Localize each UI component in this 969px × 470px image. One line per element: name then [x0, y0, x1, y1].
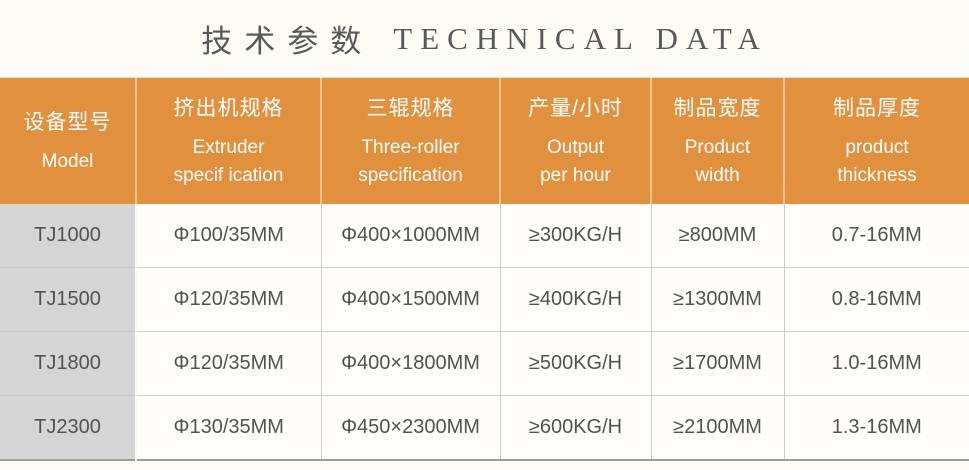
cell-extruder-spec: Φ120/35MM [136, 331, 322, 396]
column-header-model-zh: 设备型号 [23, 111, 112, 134]
cell-model: TJ2300 [0, 395, 137, 460]
table-row: TJ1000 Φ100/35MM Φ400×1000MM ≥300KG/H ≥8… [0, 204, 969, 268]
cell-extruder-spec: Φ120/35MM [136, 267, 322, 332]
column-header-extruder-spec-zh: 挤出机规格 [173, 97, 284, 120]
cell-product-width: ≥2100MM [651, 395, 785, 460]
cell-product-thickness: 0.8-16MM [784, 267, 969, 332]
header-row: 设备型号 Model 挤出机规格 Extruder specif ication… [0, 77, 969, 204]
column-header-output-en-line1: Output [546, 137, 605, 158]
cell-output: ≥500KG/H [500, 331, 652, 396]
cell-model: TJ1800 [0, 331, 137, 396]
column-header-output-zh: 产量/小时 [528, 97, 623, 120]
cell-three-roller-spec: Φ400×1800MM [321, 331, 501, 396]
cell-model: TJ1500 [0, 267, 137, 332]
column-header-model-en: Model [41, 151, 94, 172]
column-header-three-roller-spec-zh: 三辊规格 [366, 97, 455, 120]
cell-extruder-spec: Φ130/35MM [136, 395, 322, 460]
cell-product-thickness: 1.3-16MM [784, 395, 969, 460]
cell-three-roller-spec: Φ400×1000MM [321, 204, 501, 268]
cell-product-thickness: 0.7-16MM [784, 204, 969, 268]
page-title-zh: 技术参数 [201, 24, 374, 59]
column-header-product-width-en-line2: width [695, 165, 740, 186]
cell-product-width: ≥800MM [651, 204, 785, 268]
cell-output: ≥600KG/H [500, 395, 652, 460]
column-header-three-roller-spec: 三辊规格 Three-roller specification [321, 77, 501, 204]
cell-three-roller-spec: Φ400×1500MM [321, 267, 501, 332]
cell-model: TJ1000 [0, 204, 137, 268]
column-header-product-thickness-zh: 制品厚度 [833, 97, 921, 120]
cell-product-thickness: 1.0-16MM [784, 331, 969, 396]
column-header-three-roller-spec-en-line1: Three-roller [361, 137, 460, 158]
column-header-output-en-line2: per hour [540, 165, 611, 186]
table-row: TJ2300 Φ130/35MM Φ450×2300MM ≥600KG/H ≥2… [0, 395, 969, 460]
cell-output: ≥400KG/H [500, 267, 652, 332]
cell-product-width: ≥1300MM [651, 267, 785, 332]
cell-product-width: ≥1700MM [651, 331, 785, 396]
column-header-product-width: 制品宽度 Product width [651, 77, 785, 204]
column-header-product-width-en-line1: Product [684, 137, 751, 158]
cell-three-roller-spec: Φ450×2300MM [321, 395, 501, 460]
column-header-three-roller-spec-en-line2: specification [358, 165, 463, 186]
table-row: TJ1500 Φ120/35MM Φ400×1500MM ≥400KG/H ≥1… [0, 267, 969, 332]
cell-output: ≥300KG/H [500, 204, 652, 268]
page-title-en: TECHNICAL DATA [393, 20, 768, 56]
column-header-extruder-spec-en-line1: Extruder [192, 137, 265, 158]
column-header-extruder-spec: 挤出机规格 Extruder specif ication [136, 77, 322, 204]
column-header-product-thickness: 制品厚度 product thickness [784, 77, 969, 204]
column-header-model: 设备型号 Model [0, 77, 137, 204]
cell-extruder-spec: Φ100/35MM [136, 204, 322, 268]
column-header-extruder-spec-en-line2: specif ication [173, 165, 284, 186]
column-header-product-thickness-en-line2: thickness [837, 165, 917, 186]
column-header-product-width-zh: 制品宽度 [673, 97, 762, 120]
column-header-product-thickness-en-line1: product [845, 137, 909, 158]
page-title: 技术参数 TECHNICAL DATA [0, 0, 969, 77]
spec-table: 设备型号 Model 挤出机规格 Extruder specif ication… [0, 77, 969, 461]
column-header-output: 产量/小时 Output per hour [500, 77, 652, 204]
table-row: TJ1800 Φ120/35MM Φ400×1800MM ≥500KG/H ≥1… [0, 331, 969, 396]
